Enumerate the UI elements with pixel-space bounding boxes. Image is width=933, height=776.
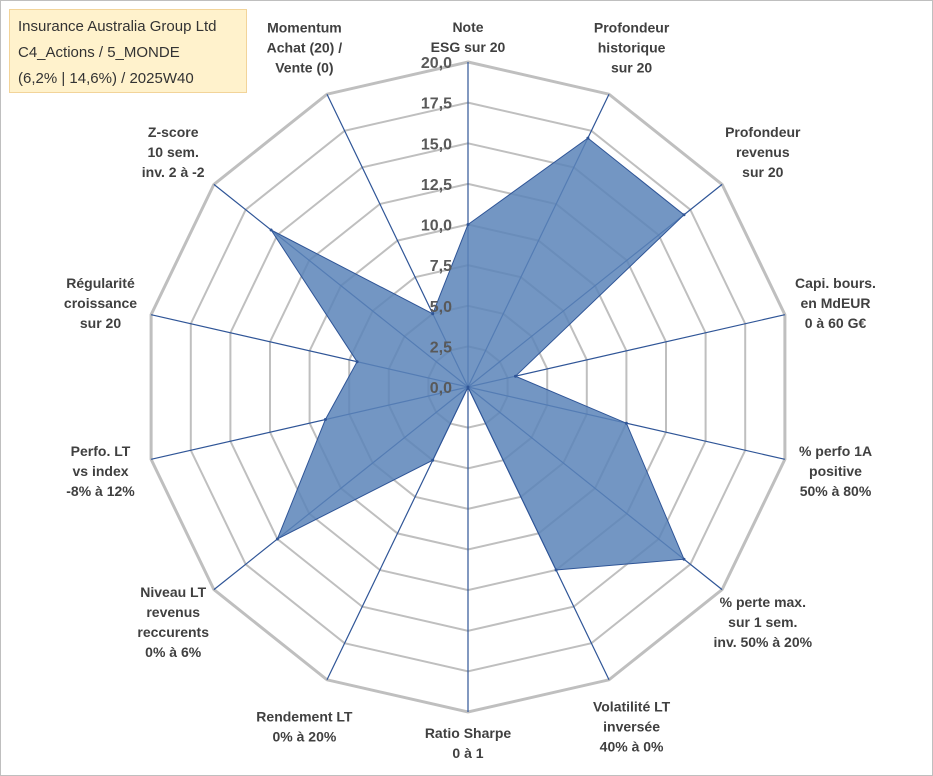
tick-label: 2,5 (430, 339, 452, 356)
data-point (466, 385, 470, 389)
title-line-company: Insurance Australia Group Ltd (18, 18, 217, 35)
title-line-period: (6,2% | 14,6%) / 2025W40 (18, 70, 194, 87)
axis-label: inversée (603, 719, 660, 735)
axis-label: sur 20 (742, 164, 783, 180)
axis-label: en MdEUR (801, 295, 871, 311)
axis-label: 10 sem. (148, 144, 199, 160)
axis-label: 0 à 60 G€ (805, 315, 867, 331)
axis-label: -8% à 12% (66, 483, 135, 499)
axis-label: Profondeur (594, 19, 670, 35)
axis-label: % perfo 1A (799, 443, 872, 459)
axis-label: Z-score (148, 124, 199, 140)
tick-label: 15,0 (421, 136, 452, 153)
axis-label: Rendement LT (256, 709, 353, 725)
axis-label: sur 20 (80, 315, 121, 331)
tick-label: 12,5 (421, 177, 452, 194)
data-series-area (269, 137, 685, 571)
axis-label: sur 1 sem. (728, 614, 797, 630)
axis-label: Achat (20) / (267, 39, 343, 55)
data-point (466, 223, 470, 226)
tick-label: 20,0 (421, 55, 452, 72)
axis-label: 0% à 20% (272, 729, 336, 745)
data-point (682, 213, 686, 217)
tick-label: 5,0 (430, 299, 452, 316)
data-point (355, 360, 359, 364)
data-point (554, 568, 558, 572)
axis-label: vs index (72, 463, 128, 479)
tick-label: 10,0 (421, 218, 452, 235)
axis-label: 50% à 80% (800, 483, 872, 499)
tick-label: 17,5 (421, 96, 452, 113)
axis-labels: Note ESG sur 20 Profondeur historique sur 20… (64, 19, 876, 761)
axis-label: Volatilité LT (593, 699, 671, 715)
chart-title-box: Insurance Australia Group Ltd C4_Actions… (9, 9, 247, 93)
axis-label: 0 à 1 (452, 745, 483, 761)
axis-label: inv. 50% à 20% (714, 634, 813, 650)
axis-label: revenus (146, 604, 200, 620)
data-point (682, 557, 686, 561)
axis-label: Régularité (66, 275, 135, 291)
axis-label: Momentum (267, 19, 342, 35)
axis-label: Capi. bours. (795, 275, 876, 291)
axis-label: Note (452, 19, 483, 35)
axis-label: positive (809, 463, 862, 479)
radial-tick-labels: 0,0 2,5 5,0 7,5 10,0 12,5 15,0 17,5 20,0 (421, 55, 452, 397)
axis-label: Vente (0) (275, 59, 333, 75)
title-line-category: C4_Actions / 5_MONDE (18, 44, 180, 61)
axis-label: Niveau LT (140, 584, 206, 600)
data-point (514, 374, 517, 378)
axis-label: sur 20 (611, 59, 652, 75)
axis-label: 0% à 6% (145, 644, 202, 660)
axis-label: ESG sur 20 (431, 39, 506, 55)
axis-label: Ratio Sharpe (425, 725, 512, 741)
data-point (323, 418, 327, 421)
axis-label: reccurents (137, 624, 209, 640)
data-area (269, 136, 686, 572)
axis-label: revenus (736, 144, 790, 160)
data-point (431, 312, 435, 316)
tick-label: 7,5 (430, 258, 452, 275)
data-point (431, 458, 435, 462)
data-point (624, 421, 628, 425)
axis-label: historique (598, 39, 666, 55)
data-point (269, 228, 273, 232)
axis-label: % perte max. (720, 594, 806, 610)
axis-label: inv. 2 à -2 (142, 164, 205, 180)
data-point (586, 136, 590, 140)
data-point (275, 537, 279, 541)
axis-label: Perfo. LT (71, 443, 131, 459)
axis-label: 40% à 0% (600, 739, 664, 755)
axis-label: Profondeur (725, 124, 801, 140)
axis-spoke (467, 314, 786, 388)
axis-label: croissance (64, 295, 137, 311)
tick-label: 0,0 (430, 380, 452, 397)
